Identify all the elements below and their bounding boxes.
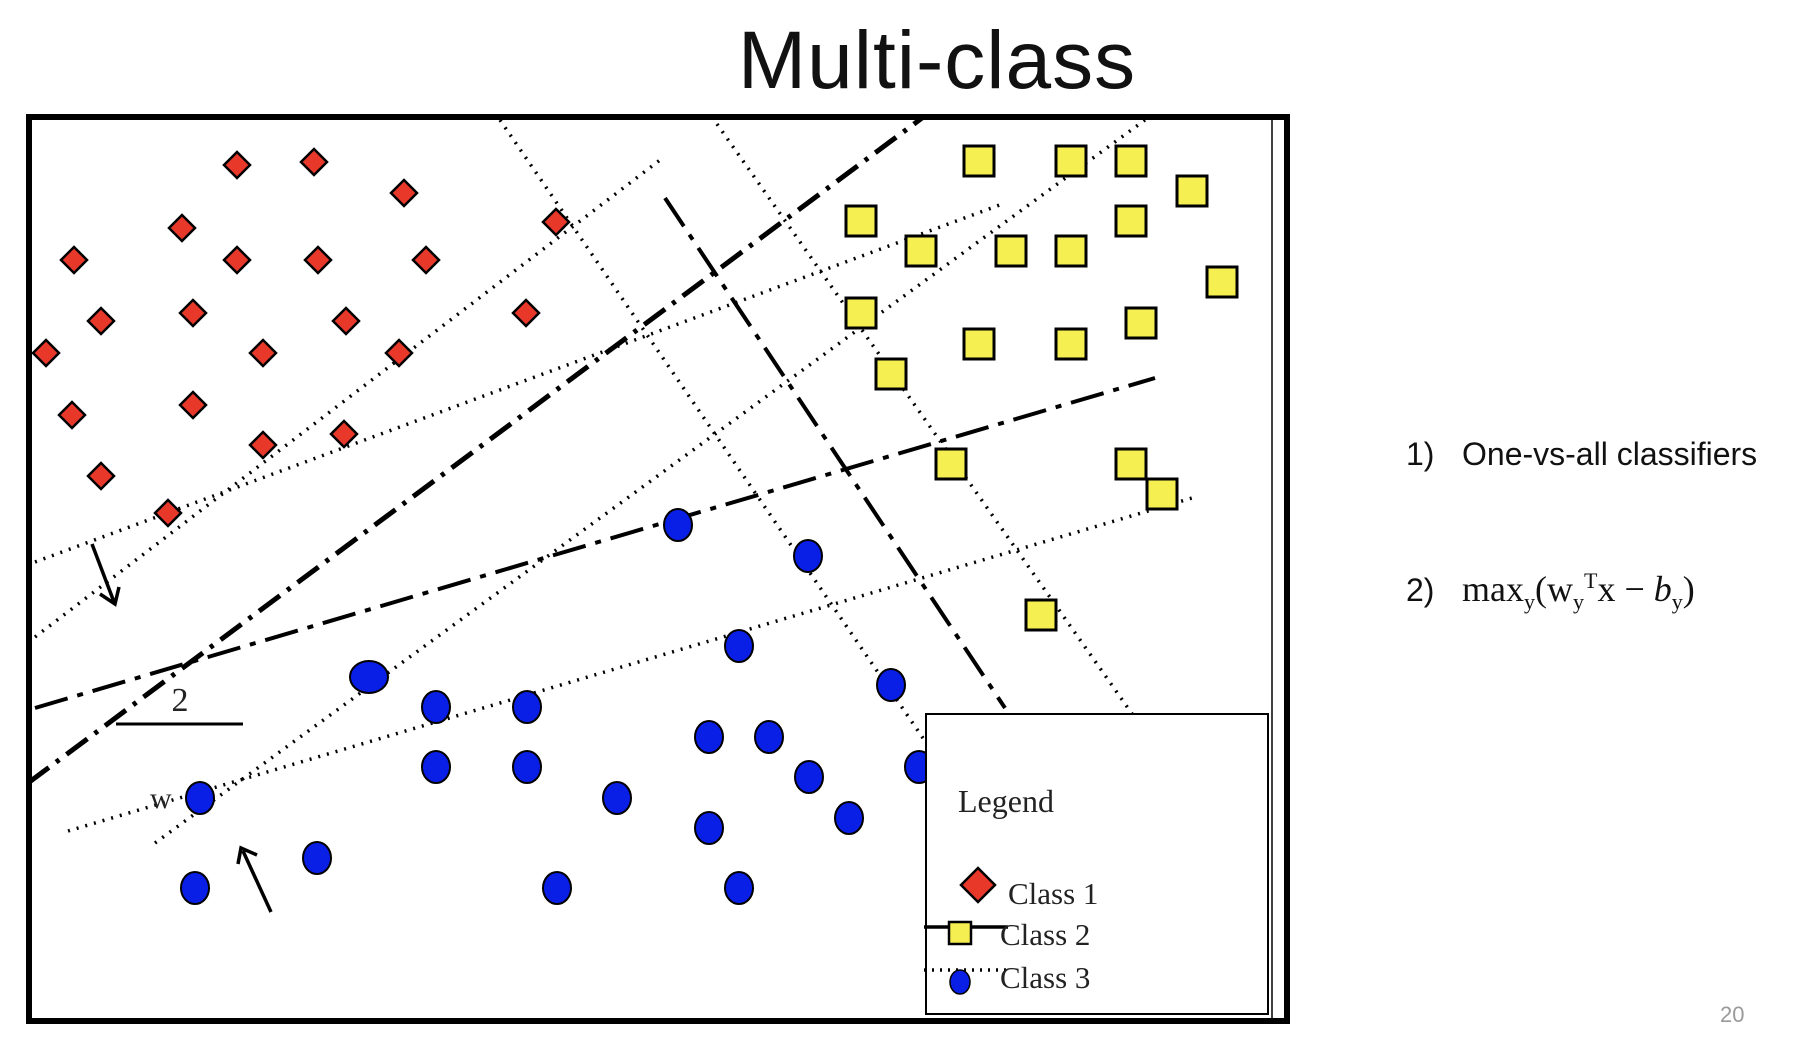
dotted-separator-1 xyxy=(34,201,1006,564)
class-2-point xyxy=(1124,306,1158,340)
class-2-point xyxy=(1114,144,1148,178)
dotted-separator-4 xyxy=(67,496,1193,833)
class-2-point xyxy=(1054,144,1088,178)
class-1-point xyxy=(86,306,116,336)
class-1-point xyxy=(178,298,208,328)
bullet-text: One-vs-all classifiers xyxy=(1462,436,1758,472)
page-number: 20 xyxy=(1720,1002,1745,1027)
class-2-point xyxy=(962,327,996,361)
legend: Legend Class 1 Class 2 Class 3 xyxy=(924,713,1269,1015)
class-1-point xyxy=(303,245,333,275)
class-1-point xyxy=(384,338,414,368)
class-3-point xyxy=(512,750,542,784)
class-3-point xyxy=(834,801,864,835)
class-3-point xyxy=(185,781,215,815)
bullet-number: 1) xyxy=(1406,436,1435,472)
class-3-point xyxy=(724,871,754,905)
class-1-point xyxy=(59,245,89,275)
class-1-point xyxy=(511,298,541,328)
class-1-point xyxy=(329,419,359,449)
class-2-point xyxy=(874,357,908,391)
legend-title: Legend xyxy=(958,783,1054,819)
class-2-point xyxy=(1205,265,1239,299)
class-3-point xyxy=(694,811,724,845)
class-2-point xyxy=(904,234,938,268)
class-1-point xyxy=(222,245,252,275)
arrow-down xyxy=(90,543,121,607)
class-3-points xyxy=(180,508,934,905)
class-3-point xyxy=(180,871,210,905)
class-3-point xyxy=(794,760,824,794)
class-1-point xyxy=(178,390,208,420)
legend-class-2-label: Class 2 xyxy=(1000,917,1090,952)
class-2-point xyxy=(994,234,1028,268)
class-1-point xyxy=(86,461,116,491)
class-3-point xyxy=(421,690,451,724)
legend-class-1-marker xyxy=(959,866,997,904)
class-3-point xyxy=(421,750,451,784)
class-1-point xyxy=(248,338,278,368)
class-2-point xyxy=(934,447,968,481)
class-3-point xyxy=(663,508,693,542)
class-1-point xyxy=(31,338,61,368)
w-label: w xyxy=(150,782,172,815)
class-2-point xyxy=(1054,327,1088,361)
class-3-point xyxy=(512,690,542,724)
dashdot-separator-2 xyxy=(34,376,1156,710)
class-2-point xyxy=(1145,477,1179,511)
legend-class-2-marker xyxy=(947,920,973,946)
legend-class-3-marker xyxy=(949,969,971,995)
class-3-point xyxy=(349,660,389,694)
class-1-points xyxy=(31,147,571,528)
legend-class-1-label: Class 1 xyxy=(1008,876,1098,911)
class-1-point xyxy=(331,306,361,336)
class-3-point xyxy=(694,720,724,754)
arrow-up xyxy=(236,845,273,913)
class-1-point xyxy=(389,178,419,208)
legend-box xyxy=(925,713,1269,1015)
class-2-points xyxy=(844,144,1239,632)
class-3-point xyxy=(754,720,784,754)
dotted-separator-3 xyxy=(153,118,1147,845)
legend-class-3-label: Class 3 xyxy=(1000,960,1090,995)
separator-lines xyxy=(26,115,1193,845)
class-2-point xyxy=(1114,204,1148,238)
bullet-item-1: 1) One-vs-all classifiers xyxy=(1406,436,1757,473)
class-1-point xyxy=(248,430,278,460)
class-3-point xyxy=(302,841,332,875)
class-1-point xyxy=(153,498,183,528)
class-2-point xyxy=(962,144,996,178)
class-3-point xyxy=(724,629,754,663)
margin-label: 2 xyxy=(172,682,189,719)
class-1-point xyxy=(299,147,329,177)
decision-formula: maxy(wyTx − by) xyxy=(1462,568,1695,615)
class-2-point xyxy=(1114,447,1148,481)
bullet-number: 2) xyxy=(1406,572,1435,608)
class-1-point xyxy=(411,245,441,275)
class-2-point xyxy=(1175,174,1209,208)
slide-title: Multi-class xyxy=(737,15,1137,106)
dotted-separator-5 xyxy=(498,119,940,761)
class-2-point xyxy=(844,204,878,238)
class-2-point xyxy=(844,296,878,330)
class-1-point xyxy=(222,150,252,180)
class-3-point xyxy=(793,539,823,573)
class-1-point xyxy=(167,213,197,243)
class-3-point xyxy=(876,668,906,702)
class-1-point xyxy=(57,400,87,430)
bullet-item-2: 2) maxy(wyTx − by) xyxy=(1406,568,1695,615)
class-1-point xyxy=(541,207,571,237)
dashdot-separator-1 xyxy=(26,115,924,786)
class-3-point xyxy=(542,871,572,905)
class-3-point xyxy=(602,781,632,815)
class-2-point xyxy=(1024,598,1058,632)
class-2-point xyxy=(1054,234,1088,268)
dashdot-separator-3 xyxy=(663,196,1007,710)
multiclass-diagram: 2 w Legend Class 1 Class 2 Class 3 xyxy=(26,114,1290,1024)
